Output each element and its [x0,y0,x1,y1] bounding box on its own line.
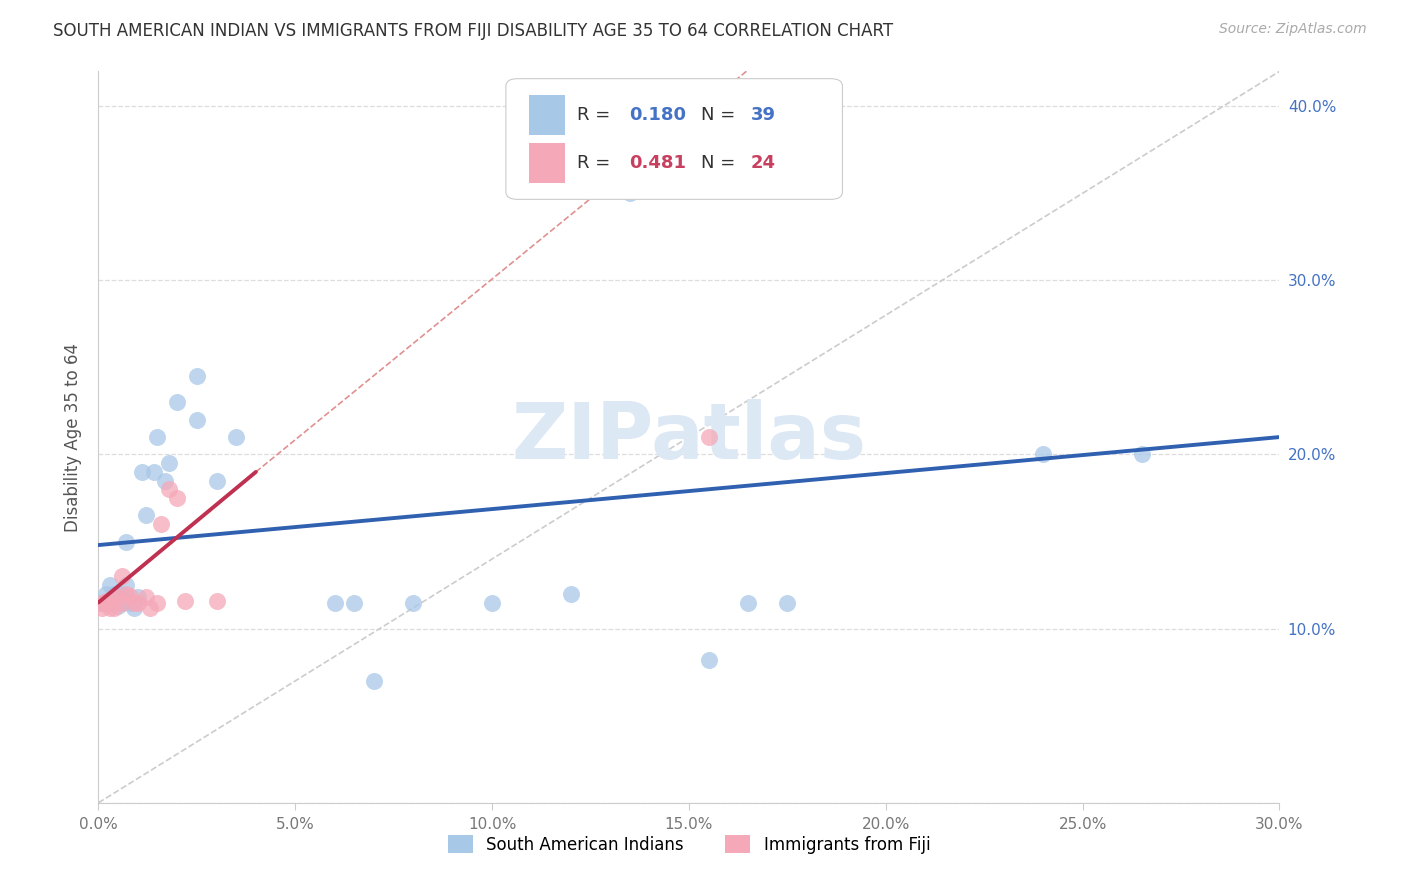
Point [150,517,173,532]
Point [135,508,157,523]
Point [135,591,157,605]
Point [98,595,121,609]
Text: 24: 24 [751,153,775,172]
Point [115,534,138,549]
Point [107,599,129,613]
Point [697,653,720,667]
Point [1130,448,1153,462]
Point [205,474,228,488]
Point [157,483,180,497]
Point [619,186,641,201]
Point [205,594,228,608]
Point [186,369,208,384]
Point [103,600,125,615]
Point [166,395,188,409]
Point [103,591,125,605]
Text: N =: N = [700,153,741,172]
Point [98,578,121,592]
Point [115,587,138,601]
Point [737,595,759,609]
Text: ZIPatlas: ZIPatlas [512,399,866,475]
Point [166,491,188,505]
Point [146,430,169,444]
Point [225,430,247,444]
Point [155,474,177,488]
Point [98,595,121,609]
Point [122,595,145,609]
Point [111,587,134,601]
Point [363,673,385,688]
Point [323,595,346,609]
Bar [530,143,565,183]
Text: 39: 39 [751,106,775,124]
Point [127,591,149,605]
Point [96,595,118,609]
Text: R =: R = [576,153,616,172]
Text: N =: N = [700,106,741,124]
Legend: South American Indians, Immigrants from Fiji: South American Indians, Immigrants from … [441,829,936,860]
Point [174,594,197,608]
FancyBboxPatch shape [506,78,842,200]
Bar [530,95,565,136]
Point [111,595,134,609]
Point [127,595,149,609]
Point [96,594,118,608]
Point [111,595,134,609]
Point [107,591,129,605]
Point [96,587,118,601]
Point [91,595,114,609]
Text: Source: ZipAtlas.com: Source: ZipAtlas.com [1219,22,1367,37]
Text: 0.481: 0.481 [628,153,686,172]
Y-axis label: Disability Age 35 to 64: Disability Age 35 to 64 [65,343,83,532]
Point [142,465,165,479]
Point [122,600,145,615]
Point [103,595,125,609]
Point [96,595,118,609]
Point [131,465,153,479]
Point [697,430,720,444]
Point [343,595,366,609]
Point [402,595,425,609]
Point [111,569,134,583]
Point [560,587,582,601]
Point [103,587,125,601]
Point [98,600,121,615]
Point [481,595,503,609]
Point [107,591,129,605]
Point [118,595,141,609]
Point [776,595,799,609]
Point [157,456,180,470]
Point [146,595,169,609]
Point [115,578,138,592]
Text: 0.180: 0.180 [628,106,686,124]
Text: R =: R = [576,106,616,124]
Point [1032,448,1054,462]
Point [138,600,160,615]
Point [91,595,114,609]
Text: SOUTH AMERICAN INDIAN VS IMMIGRANTS FROM FIJI DISABILITY AGE 35 TO 64 CORRELATIO: SOUTH AMERICAN INDIAN VS IMMIGRANTS FROM… [53,22,894,40]
Point [186,412,208,426]
Point [118,589,141,603]
Point [91,600,114,615]
